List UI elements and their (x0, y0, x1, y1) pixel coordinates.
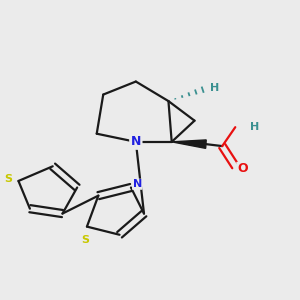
Text: O: O (237, 162, 247, 176)
Text: H: H (250, 122, 259, 132)
Text: S: S (4, 174, 13, 184)
Text: N: N (131, 135, 141, 148)
Text: N: N (133, 179, 142, 189)
Polygon shape (172, 140, 206, 148)
Text: H: H (210, 83, 219, 93)
Text: S: S (81, 235, 89, 245)
